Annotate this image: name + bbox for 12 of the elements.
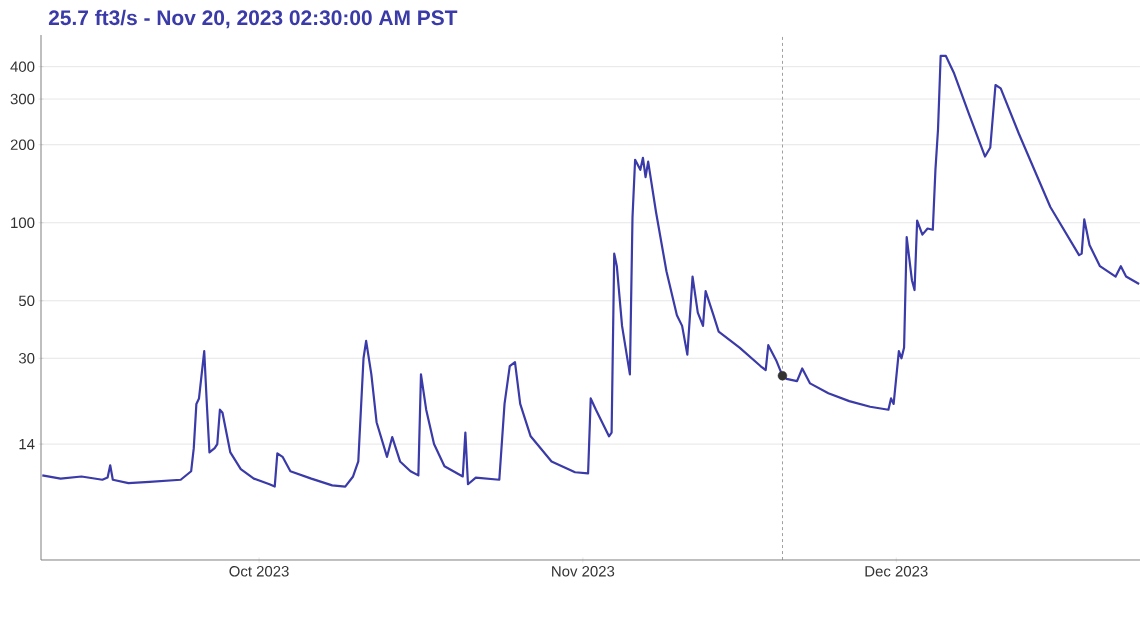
x-tick-label: Dec 2023 (865, 566, 928, 577)
y-tick-label: 50 (18, 295, 35, 307)
y-tick-label: 300 (10, 93, 35, 105)
y-tick-label: 14 (19, 438, 35, 450)
y-tick-label: 200 (10, 139, 35, 150)
y-tick-label: 400 (10, 61, 35, 72)
y-tick-label: 100 (11, 217, 35, 229)
line-series (41, 54, 1140, 488)
x-tick-label: Nov 2023 (552, 566, 615, 577)
x-tick-label: Oct 2023 (229, 566, 289, 577)
chart-subtitle: 25.7 ft3/s - Nov 20, 2023 02:30:00 AM PST (48, 9, 458, 29)
y-tick-label: 30 (18, 352, 35, 364)
